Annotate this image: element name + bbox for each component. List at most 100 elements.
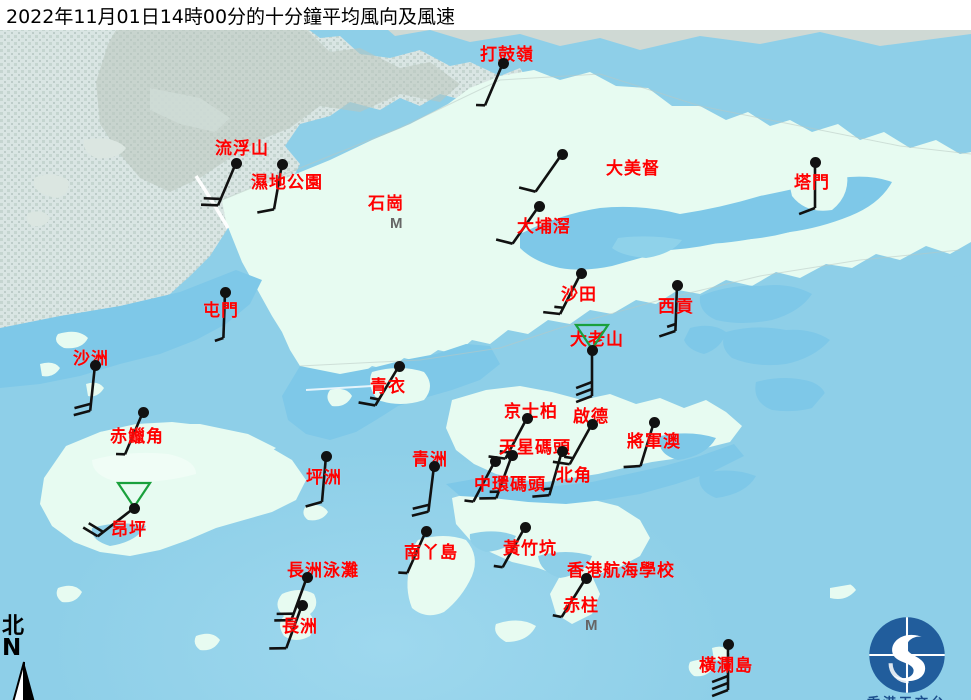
- station-label: 北角: [556, 466, 592, 486]
- islet-east-2: [903, 186, 940, 207]
- harbour-channel-water: [446, 444, 744, 504]
- wind-barb: [274, 576, 309, 622]
- title-bar: 2022年11月01日14時00分的十分鐘平均風向及風速: [0, 0, 971, 30]
- wind-barb: [358, 365, 401, 407]
- station-label: 青衣: [370, 377, 406, 397]
- station-dot: [128, 502, 140, 514]
- coastline-strokes: [221, 73, 971, 367]
- station-dot: [556, 148, 568, 160]
- station-label: 橫瀾島: [699, 656, 753, 676]
- station-dot: [506, 449, 518, 461]
- tsing-yi-island: [370, 368, 430, 404]
- tsing-ma-bridge: [305, 385, 373, 391]
- station-label: 濕地公園: [251, 173, 323, 193]
- station-dot: [519, 521, 531, 533]
- wind-barb: [200, 162, 238, 207]
- peng-chau-island: [284, 474, 306, 490]
- station-label: 石崗: [368, 194, 404, 214]
- station-label: 屯門: [203, 301, 239, 321]
- wind-barb: [115, 411, 145, 456]
- wind-barb: [518, 153, 564, 193]
- sai-kung-inlet-d: [755, 378, 826, 412]
- station-label: 啟德: [573, 407, 609, 427]
- wind-barb: [493, 526, 527, 569]
- north-arrow-icon: [12, 661, 35, 700]
- station-label: 赤柱: [563, 596, 599, 616]
- ma-wan-island: [327, 388, 352, 407]
- station-dot: [586, 418, 598, 430]
- islet-south-2: [56, 585, 82, 603]
- wind-barb: [269, 604, 304, 650]
- missing-data-flag: M: [390, 215, 403, 232]
- station-label: 赤鱲角: [110, 427, 164, 447]
- wind-barb-layer: [73, 62, 817, 698]
- station-dot: [809, 156, 821, 168]
- wind-barb: [552, 423, 594, 466]
- station-dot: [648, 416, 660, 428]
- station-label: 打鼓嶺: [480, 45, 534, 65]
- map-canvas[interactable]: 打鼓嶺 流浮山 濕地公園 石崗 M 大美督 大埔滘 塔門 沙田 西貢 大老山 屯門 沙洲 赤鱲角 青衣 昂坪坪…: [0, 28, 971, 700]
- islet-east-4: [857, 222, 896, 243]
- station-dot: [586, 344, 598, 356]
- mainland-landmass: [385, 28, 971, 50]
- station-label: 南丫島: [404, 543, 458, 563]
- station-label: 香港航海學校: [567, 561, 675, 581]
- junk-bay-water: [699, 470, 756, 498]
- islet-east-lamma: [495, 620, 536, 642]
- north-label-en: N: [2, 635, 22, 661]
- station-dot: [489, 455, 501, 467]
- station-dot: [521, 412, 533, 424]
- hko-logo-icon: [869, 617, 945, 693]
- wind-barb: [658, 284, 679, 338]
- station-dot: [219, 286, 231, 298]
- station-dot: [137, 406, 149, 418]
- station-dot: [580, 572, 592, 584]
- po-toi-island: [688, 659, 714, 677]
- north-label-cn: 北: [2, 614, 25, 639]
- tap-mun-island: [790, 157, 848, 211]
- wind-barb: [214, 291, 227, 343]
- hei-ling-chau-island: [303, 504, 328, 521]
- wind-barb: [711, 644, 730, 698]
- station-dot: [301, 571, 313, 583]
- station-label: 流浮山: [215, 139, 269, 159]
- station-label: 大美督: [606, 159, 660, 179]
- station-dot: [276, 158, 288, 170]
- wind-barb: [257, 163, 284, 214]
- islet-east-3: [744, 152, 766, 168]
- chek-lap-kok-airport: [92, 452, 196, 483]
- wind-barb: [495, 205, 541, 245]
- station-label: 昂坪: [111, 520, 147, 540]
- station-dot: [230, 157, 242, 169]
- station-label: 京士柏: [504, 402, 558, 422]
- station-dot: [393, 360, 405, 372]
- missing-data-flag: M: [585, 617, 598, 634]
- wind-barb: [552, 577, 588, 619]
- wind-barb: [479, 454, 514, 500]
- islet-nw-2: [26, 211, 50, 227]
- north-arrow: 北 N: [2, 616, 46, 700]
- sai-kung-inlet-a: [699, 285, 812, 323]
- lantau-north-coast-detail: [98, 424, 276, 458]
- south-island-water-cut: [538, 552, 592, 578]
- wind-barb: [475, 62, 505, 107]
- deep-bay-water: [0, 270, 262, 388]
- mainland-hills: [96, 28, 460, 192]
- islet-south-1: [194, 633, 220, 651]
- sai-kung-inlet-b: [723, 327, 830, 366]
- station-dot: [320, 450, 332, 462]
- aberdeen-channel: [469, 531, 516, 552]
- hko-name-cn: 香港天文台: [843, 696, 971, 700]
- wind-barb: [305, 455, 328, 508]
- wind-barb: [543, 272, 583, 316]
- station-dot: [497, 57, 509, 69]
- kowloon-landmass: [446, 386, 742, 482]
- station-label: 西貢: [658, 297, 694, 317]
- sai-kung-sea-east: [812, 266, 971, 448]
- station-label: 大埔滘: [517, 217, 571, 237]
- hko-logo: 香港天文台 HONG KONG OBSERVATORY: [843, 614, 971, 700]
- east-sea-water: [744, 420, 971, 588]
- shenzhen-bay-bridge: [194, 175, 230, 229]
- lamma-island: [407, 536, 475, 616]
